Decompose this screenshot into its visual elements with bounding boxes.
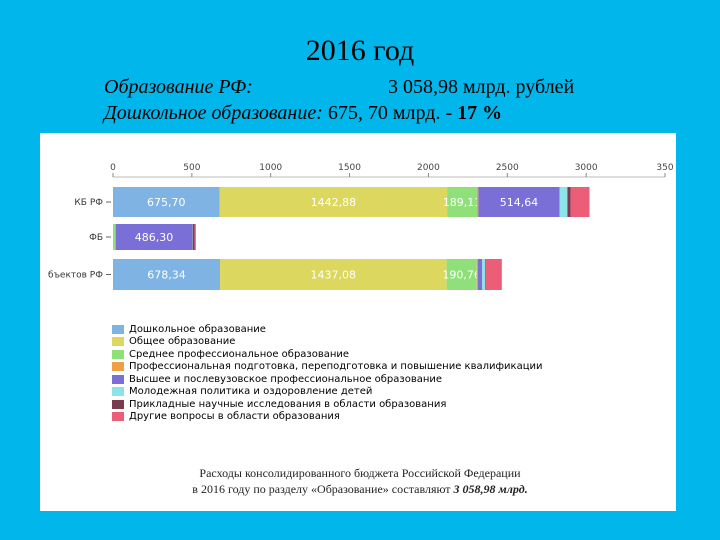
- bar-segment: [192, 224, 195, 250]
- legend-swatch: [112, 374, 124, 384]
- legend-label: Профессиональная подготовка, переподгото…: [129, 361, 543, 373]
- chart-panel: 0 500 1000 1500 2000 2500 3000 350 КБ РФ 675,70 14…: [40, 133, 676, 511]
- legend-item: Общее образование: [112, 336, 543, 349]
- bar-segment: [485, 259, 487, 290]
- bar-segment: [446, 259, 477, 290]
- x-tick-label: 500: [183, 163, 200, 173]
- data-label: 1442,88: [311, 196, 357, 209]
- legend-item: Высшее и послевузовское профессиональное…: [112, 373, 543, 386]
- preschool-label: Дошкольное образование:: [104, 102, 323, 124]
- bar-segment: [567, 187, 571, 217]
- legend-item: Прикладные научные исследования в област…: [112, 398, 543, 411]
- caption-total: 3 058,98 млрд.: [453, 482, 528, 496]
- legend-swatch: [112, 324, 124, 334]
- legend-swatch: [112, 412, 124, 422]
- bar-segment: [476, 187, 479, 217]
- bar-segment: [192, 224, 193, 250]
- data-label: 514,64: [500, 196, 539, 209]
- legend-swatch: [112, 337, 124, 347]
- bar-segment: [447, 187, 477, 217]
- bar-segment: [113, 224, 116, 250]
- legend-item: Молодежная политика и оздоровление детей: [112, 386, 543, 399]
- bar-segment: [486, 259, 502, 290]
- bar-segment: [115, 224, 193, 250]
- x-tick-label: 1000: [259, 163, 282, 173]
- x-tick-label: 1500: [338, 163, 361, 173]
- legend-swatch: [112, 362, 124, 372]
- legend-item: Среднее профессиональное образование: [112, 348, 543, 361]
- legend-swatch: [112, 349, 124, 359]
- legend-label: Среднее профессиональное образование: [129, 348, 350, 360]
- data-label: 1437,08: [311, 269, 357, 282]
- total-value: 3 058,98 млрд. рублей: [388, 76, 575, 98]
- legend-item: Дошкольное образование: [112, 323, 543, 336]
- x-tick-label: 2000: [417, 163, 440, 173]
- caption-line-2: в 2016 году по разделу «Образование» сос…: [100, 481, 620, 497]
- bar-segment: [115, 224, 116, 250]
- preschool-line: Дошкольное образование: 675, 70 млрд. - …: [104, 102, 502, 125]
- bar-segment: [559, 187, 568, 217]
- legend-item: Другие вопросы в области образования: [112, 411, 543, 424]
- legend-label: Прикладные научные исследования в област…: [129, 398, 447, 410]
- bar-segment: [219, 259, 447, 290]
- preschool-value: 675, 70 млрд. -: [327, 102, 453, 124]
- slide-title: 2016 год: [305, 34, 415, 67]
- total-line: Образование РФ: 3 058,98 млрд. рублей: [104, 76, 574, 99]
- total-label: Образование РФ:: [104, 76, 253, 98]
- bar-segment: [113, 259, 220, 290]
- x-tick-label: 3000: [575, 163, 598, 173]
- x-tick-label: 350: [656, 163, 673, 173]
- data-label: 486,30: [135, 231, 174, 244]
- bar-segment: [482, 259, 486, 290]
- preschool-percent: 17 %: [457, 102, 503, 124]
- legend-label: Дошкольное образование: [129, 323, 266, 335]
- legend-label: Молодежная политика и оздоровление детей: [129, 386, 373, 398]
- legend-label: Высшее и послевузовское профессиональное…: [129, 373, 443, 385]
- data-label: 678,34: [147, 269, 186, 282]
- caption-line-1: Расходы консолидированного бюджета Росси…: [199, 466, 521, 480]
- data-label: 190,76: [442, 269, 481, 282]
- legend-label: Общее образование: [129, 336, 236, 348]
- category-label: бъектов РФ: [48, 271, 103, 281]
- x-tick-label: 2500: [496, 163, 519, 173]
- stacked-bar-chart: 0 500 1000 1500 2000 2500 3000 350 КБ РФ 675,70 14…: [48, 163, 674, 290]
- bar-segment: [476, 259, 478, 290]
- data-label: 675,70: [147, 196, 186, 209]
- category-label: КБ РФ: [74, 198, 103, 208]
- legend-swatch: [112, 399, 124, 409]
- bar-segment: [477, 259, 483, 290]
- category-label: ФБ: [89, 233, 103, 243]
- legend-swatch: [112, 387, 124, 397]
- bar-segment: [113, 187, 220, 217]
- bar-segment: [194, 224, 196, 250]
- chart-legend: Дошкольное образование Общее образование С…: [112, 323, 543, 423]
- bar-segment: [219, 187, 448, 217]
- bar-segment: [478, 187, 560, 217]
- legend-item: Профессиональная подготовка, переподгото…: [112, 361, 543, 374]
- legend-label: Другие вопросы в области образования: [129, 411, 340, 423]
- data-label: 189,11: [443, 196, 482, 209]
- chart-caption: Расходы консолидированного бюджета Росси…: [100, 465, 620, 497]
- bar-segment: [570, 187, 590, 217]
- caption-line-2-text: в 2016 году по разделу «Образование» сос…: [192, 482, 451, 496]
- x-tick-label: 0: [110, 163, 116, 173]
